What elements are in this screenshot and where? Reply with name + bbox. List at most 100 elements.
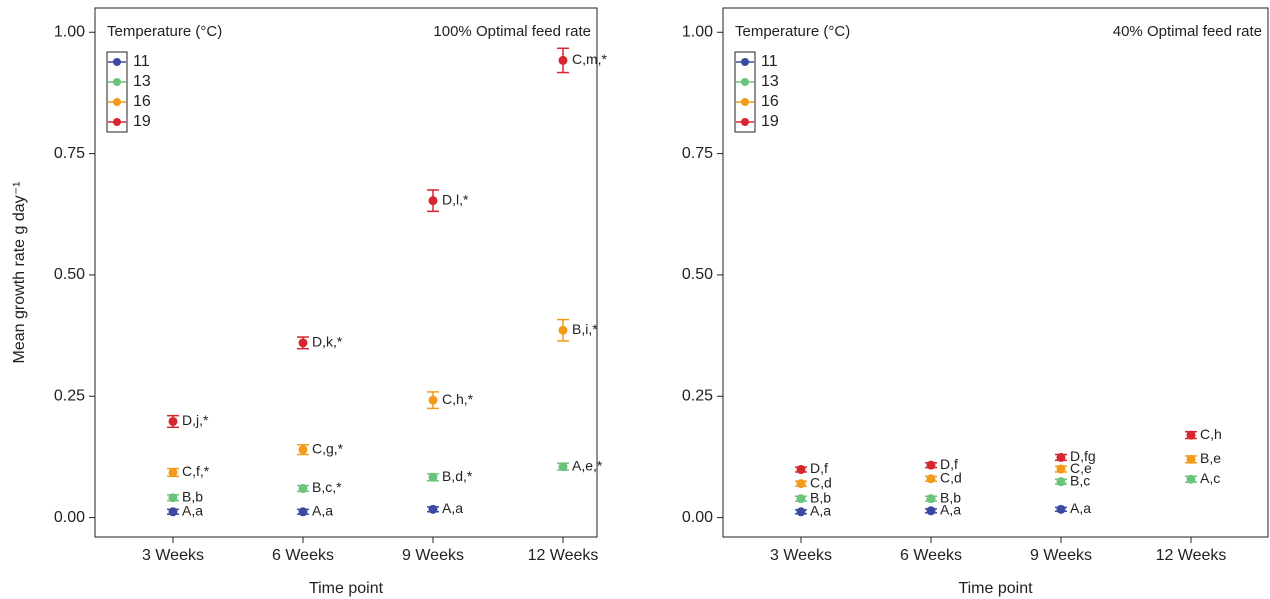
point — [428, 504, 438, 514]
y-tick-label: 1.00 — [682, 23, 713, 40]
x-tick-label: 12 Weeks — [528, 547, 599, 564]
plot-frame — [722, 7, 1269, 538]
x-axis-label: Time point — [309, 580, 384, 597]
point — [1056, 464, 1066, 474]
legend-title: Temperature (°C) — [107, 23, 222, 40]
point-label: C,d — [940, 469, 962, 485]
panel-title: 40% Optimal feed rate — [1113, 23, 1262, 40]
point — [926, 506, 936, 516]
y-tick-label: 1.00 — [54, 23, 85, 40]
point-label: D,k,* — [312, 334, 343, 350]
point-label: C,e — [1070, 460, 1092, 476]
point-label: D,f — [810, 460, 828, 476]
point — [298, 445, 308, 455]
point — [298, 338, 308, 348]
point — [1056, 477, 1066, 487]
y-tick-label: 0.50 — [682, 266, 713, 283]
point-label: A,a — [940, 501, 961, 517]
point-label: D,f — [940, 456, 958, 472]
point — [168, 507, 178, 517]
point-label: A,c — [1200, 470, 1220, 486]
point-label: A,a — [442, 500, 463, 516]
y-axis-label: Mean growth rate g day⁻¹ — [11, 182, 28, 364]
x-tick-label: 3 Weeks — [770, 547, 832, 564]
point-label: B,b — [940, 489, 961, 505]
legend-label: 13 — [133, 73, 151, 90]
point — [926, 474, 936, 484]
point-label: A,a — [1070, 500, 1091, 516]
x-tick-label: 6 Weeks — [900, 547, 962, 564]
point-label: B,e — [1200, 450, 1221, 466]
point-label: B,i,* — [572, 321, 598, 337]
point — [1186, 474, 1196, 484]
x-tick-label: 6 Weeks — [272, 547, 334, 564]
point-label: A,a — [182, 502, 203, 518]
point — [168, 493, 178, 503]
y-tick-label: 0.75 — [54, 145, 85, 162]
legend-swatch — [113, 118, 121, 126]
plot-frame — [94, 7, 598, 538]
legend-title: Temperature (°C) — [735, 23, 850, 40]
point — [1186, 454, 1196, 464]
point — [558, 55, 568, 65]
point — [298, 507, 308, 517]
y-tick-label: 0.75 — [682, 145, 713, 162]
point — [428, 472, 438, 482]
point — [926, 494, 936, 504]
point-label: C,h,* — [442, 391, 474, 407]
point — [558, 462, 568, 472]
y-tick-label: 0.25 — [682, 387, 713, 404]
legend-swatch — [741, 98, 749, 106]
point-label: B,c,* — [312, 479, 342, 495]
point-label: D,j,* — [182, 412, 209, 428]
legend-label: 19 — [761, 113, 779, 130]
y-tick-label: 0.25 — [54, 387, 85, 404]
point — [428, 196, 438, 206]
y-tick-label: 0.00 — [54, 509, 85, 526]
legend-swatch — [113, 78, 121, 86]
legend-box — [734, 51, 756, 133]
legend-swatch — [113, 98, 121, 106]
point — [298, 483, 308, 493]
point — [796, 479, 806, 489]
point — [168, 416, 178, 426]
point — [428, 395, 438, 405]
legend-label: 16 — [133, 93, 151, 110]
point-label: C,m,* — [572, 51, 608, 67]
point-label: D,l,* — [442, 191, 469, 207]
x-tick-label: 9 Weeks — [402, 547, 464, 564]
point — [1186, 430, 1196, 440]
point-label: B,b — [182, 488, 203, 504]
point-label: C,g,* — [312, 440, 344, 456]
point-label: B,b — [810, 489, 831, 505]
point-label: A,a — [312, 502, 333, 518]
x-tick-label: 3 Weeks — [142, 547, 204, 564]
point — [1056, 452, 1066, 462]
legend-swatch — [741, 118, 749, 126]
point — [558, 325, 568, 335]
legend-label: 11 — [761, 53, 778, 70]
y-tick-label: 0.50 — [54, 266, 85, 283]
point-label: C,h — [1200, 426, 1222, 442]
legend-label: 13 — [761, 73, 779, 90]
x-tick-label: 12 Weeks — [1156, 547, 1227, 564]
panel-title: 100% Optimal feed rate — [433, 23, 591, 40]
legend-label: 16 — [761, 93, 779, 110]
point — [796, 507, 806, 517]
legend-label: 19 — [133, 113, 151, 130]
x-tick-label: 9 Weeks — [1030, 547, 1092, 564]
legend-label: 11 — [133, 53, 150, 70]
point — [1056, 504, 1066, 514]
point-label: C,d — [810, 474, 832, 490]
y-tick-label: 0.00 — [682, 509, 713, 526]
legend-swatch — [113, 58, 121, 66]
point-label: A,e,* — [572, 457, 603, 473]
point — [796, 465, 806, 475]
legend-swatch — [741, 78, 749, 86]
point-label: C,f,* — [182, 463, 210, 479]
point — [168, 467, 178, 477]
legend-swatch — [741, 58, 749, 66]
point-label: D,fg — [1070, 448, 1096, 464]
legend-box — [106, 51, 128, 133]
